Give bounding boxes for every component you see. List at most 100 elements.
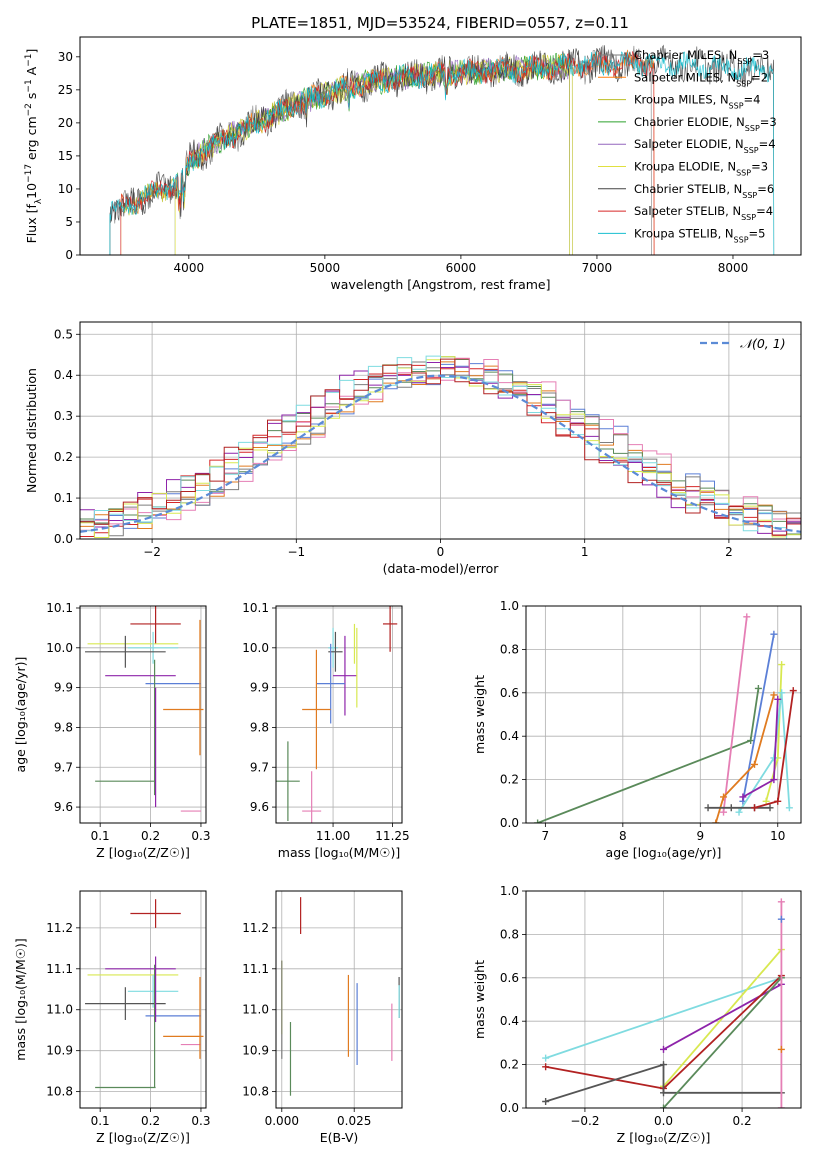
y-tick-label: 9.6: [54, 800, 73, 814]
legend-name: Salpeter STELIB, N: [634, 204, 741, 218]
weight-marker: [774, 695, 782, 703]
legend-name: Kroupa ELODIE, N: [634, 160, 736, 174]
weight-series: [712, 691, 778, 823]
y-tick-label: 11.1: [46, 962, 73, 976]
y-tick-label: 0.0: [500, 1101, 519, 1115]
weight-marker: [777, 1045, 785, 1053]
legend-count: =3: [751, 160, 768, 174]
y-tick-label: 9.6: [250, 800, 269, 814]
y-tick-label: 0.3: [54, 409, 73, 423]
x-tick-label: 7000: [582, 261, 613, 275]
y-label-part: −2: [24, 103, 34, 116]
weight-marker: [777, 915, 785, 923]
y-tick-label: 11.2: [242, 921, 269, 935]
weight-marker: [777, 1104, 785, 1108]
legend-sub: SSP: [736, 168, 751, 177]
x-tick-label: 0.3: [191, 829, 210, 843]
y-tick-label: 11.2: [46, 921, 73, 935]
y-tick-label: 0.4: [54, 368, 73, 382]
y-label-part: Flux [f: [24, 204, 39, 244]
legend-name: Kroupa MILES, N: [634, 93, 729, 107]
legend-name: Salpeter MILES, N: [634, 70, 736, 84]
legend-count: =4: [759, 137, 776, 151]
legend-sub: SSP: [734, 235, 749, 244]
legend-label: Kroupa MILES, NSSP=4: [634, 93, 760, 111]
mass_vs_EBV-panel: 0.000 0.025 10.8 10.9 11.0 11.1 11.2 E(B-V): [242, 890, 403, 1145]
weight-marker: [770, 754, 778, 762]
y-tick-label: 10.1: [242, 601, 269, 615]
legend-label: Chabrier STELIB, NSSP=6: [634, 182, 774, 200]
legend-sub: SSP: [736, 79, 751, 88]
x-tick-label: −2: [143, 545, 161, 559]
mass_vs_Z-panel: 0.1 0.2 0.3 10.8 10.9 11.0 11.1 11.2 Z [log₁₀(Z/…: [13, 890, 211, 1145]
y-tick-label: 25: [58, 83, 73, 97]
y-tick-label: 10.0: [242, 641, 269, 655]
x-tick-label: 11.25: [375, 829, 409, 843]
x-tick-label: 1: [581, 545, 589, 559]
legend-name: Kroupa STELIB, N: [634, 226, 734, 240]
errorbar: [127, 974, 179, 1008]
weight-marker: [789, 687, 797, 695]
legend-count: =4: [744, 93, 761, 107]
y-tick-label: 0.1: [54, 491, 73, 505]
legend-label: Kroupa STELIB, NSSP=5: [634, 226, 765, 244]
weight-marker: [747, 737, 755, 745]
weight-marker: [534, 819, 542, 823]
y-axis-label: mass weight: [472, 960, 487, 1039]
y-tick-label: 11.1: [242, 962, 269, 976]
histograms: [80, 355, 801, 539]
x-tick-label: 0.1: [91, 1114, 110, 1128]
y-tick-label: 1.0: [500, 884, 519, 898]
y-tick-label: 0.2: [500, 1058, 519, 1072]
legend-label: Chabrier MILES, NSSP=3: [634, 48, 769, 66]
weight_vs_age-panel: 7 8 9 10 0.0 0.2 0.4 0.6 0.8 1.0 age [log₁₀(age/yr…: [472, 599, 802, 860]
errorbars: [85, 606, 204, 812]
weight-series: [739, 695, 782, 801]
age_vs_mass-panel: 11.00 11.25 9.6 9.7 9.8 9.9 10.0 10.1 mass [log₁…: [242, 601, 409, 860]
x-tick-label: 6000: [446, 261, 477, 275]
weight-marker: [542, 1063, 550, 1071]
errorbar: [130, 899, 181, 928]
weight-line: [714, 694, 775, 823]
legend-name: Chabrier ELODIE, N: [634, 115, 745, 129]
weight-marker: [778, 661, 786, 669]
weight-marker: [766, 804, 774, 812]
legend-sub: SSP: [745, 123, 760, 132]
y-label-part: 10: [24, 183, 39, 199]
y-axis-label: Normed distribution: [24, 368, 39, 493]
weight-series: [720, 613, 751, 816]
weight-marker: [542, 1054, 550, 1062]
weight-line: [663, 983, 782, 1051]
weight-marker: [542, 1097, 550, 1105]
legend-sub: SSP: [744, 146, 759, 155]
errorbar: [85, 987, 166, 1020]
x-tick-label: −0.2: [570, 1114, 599, 1128]
legend-count: =3: [760, 115, 777, 129]
weight-series: [534, 684, 762, 823]
spectrum-series-line: [174, 55, 570, 255]
age_vs_Z-panel: 0.1 0.2 0.3 9.6 9.7 9.8 9.9 10.0 10.1 Z [log₁₀(Z/…: [13, 601, 211, 860]
x-axis-label: Z [log₁₀(Z/Z☉)]: [617, 1130, 711, 1145]
spectrum-panel: 4000 5000 6000 7000 8000 0 5 10 15 20 25 30 waveleng…: [24, 36, 802, 292]
weight-line: [722, 616, 748, 813]
errorbars: [85, 899, 204, 1089]
y-tick-label: 0: [65, 248, 73, 262]
legend-sub: SSP: [737, 57, 752, 66]
normal-curve: [80, 374, 801, 533]
x-axis-label: wavelength [Angstrom, rest frame]: [330, 277, 550, 292]
legend-label: Salpeter STELIB, NSSP=4: [634, 204, 773, 222]
errorbar: [328, 627, 338, 668]
legend-sub: SSP: [729, 101, 744, 110]
x-tick-label: 0.2: [141, 1114, 160, 1128]
x-tick-label: −1: [287, 545, 305, 559]
weight-series: [777, 1045, 785, 1053]
y-tick-label: 9.7: [54, 760, 73, 774]
weight-series: [751, 687, 797, 812]
y-tick-label: 0.4: [500, 729, 519, 743]
y-tick-label: 10.8: [242, 1085, 269, 1099]
x-axis-label: Z [log₁₀(Z/Z☉)]: [96, 845, 190, 860]
weight-lines: [542, 898, 785, 1108]
errorbar: [276, 741, 300, 822]
axes-frame: [525, 605, 802, 824]
